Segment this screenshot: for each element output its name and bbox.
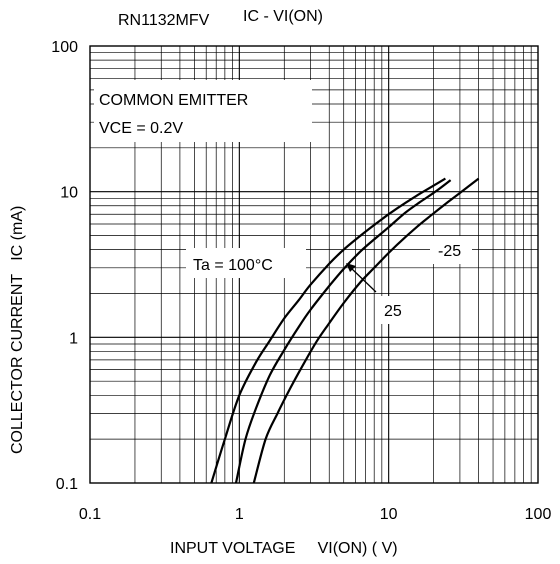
- x-tick-label: 1: [235, 506, 244, 523]
- condition-line-2: VCE = 0.2V: [99, 120, 183, 137]
- curve-label-ta100: Ta = 100°C: [193, 257, 273, 274]
- y-axis-ticks: 0.1 1 10 100: [51, 39, 78, 493]
- x-tick-label: 10: [380, 506, 398, 523]
- x-tick-label: 0.1: [79, 506, 101, 523]
- condition-line-1: COMMON EMITTER: [99, 92, 248, 109]
- series-line-1: [234, 179, 452, 484]
- series-line-2: [252, 177, 480, 484]
- chart-part-number: RN1132MFV: [118, 12, 210, 29]
- series-curves: [210, 177, 480, 484]
- label-box-ta100: [186, 248, 306, 278]
- plot-frame: [89, 45, 539, 484]
- label-box-neg25: [430, 236, 472, 264]
- x-tick-label: 100: [525, 506, 552, 523]
- y-tick-label: 100: [51, 39, 78, 56]
- y-tick-label: 10: [60, 185, 78, 202]
- pointer-25-arrowhead: [346, 263, 356, 272]
- pointer-25: [350, 267, 377, 293]
- series-line-0: [210, 177, 446, 484]
- curve-label-neg25: -25: [438, 243, 461, 260]
- y-axis-label: COLLECTOR CURRENT IC (mA): [9, 206, 26, 454]
- y-tick-label: 0.1: [56, 476, 78, 493]
- x-axis-ticks: 0.1 1 10 100: [79, 506, 552, 523]
- condition-box: [94, 80, 312, 142]
- curve-label-25: 25: [384, 303, 402, 320]
- y-tick-label: 1: [69, 330, 78, 347]
- x-axis-label: INPUT VOLTAGE VI(ON) ( V): [170, 540, 398, 557]
- label-box-25: [378, 296, 414, 324]
- chart-title: IC - VI(ON): [243, 8, 323, 25]
